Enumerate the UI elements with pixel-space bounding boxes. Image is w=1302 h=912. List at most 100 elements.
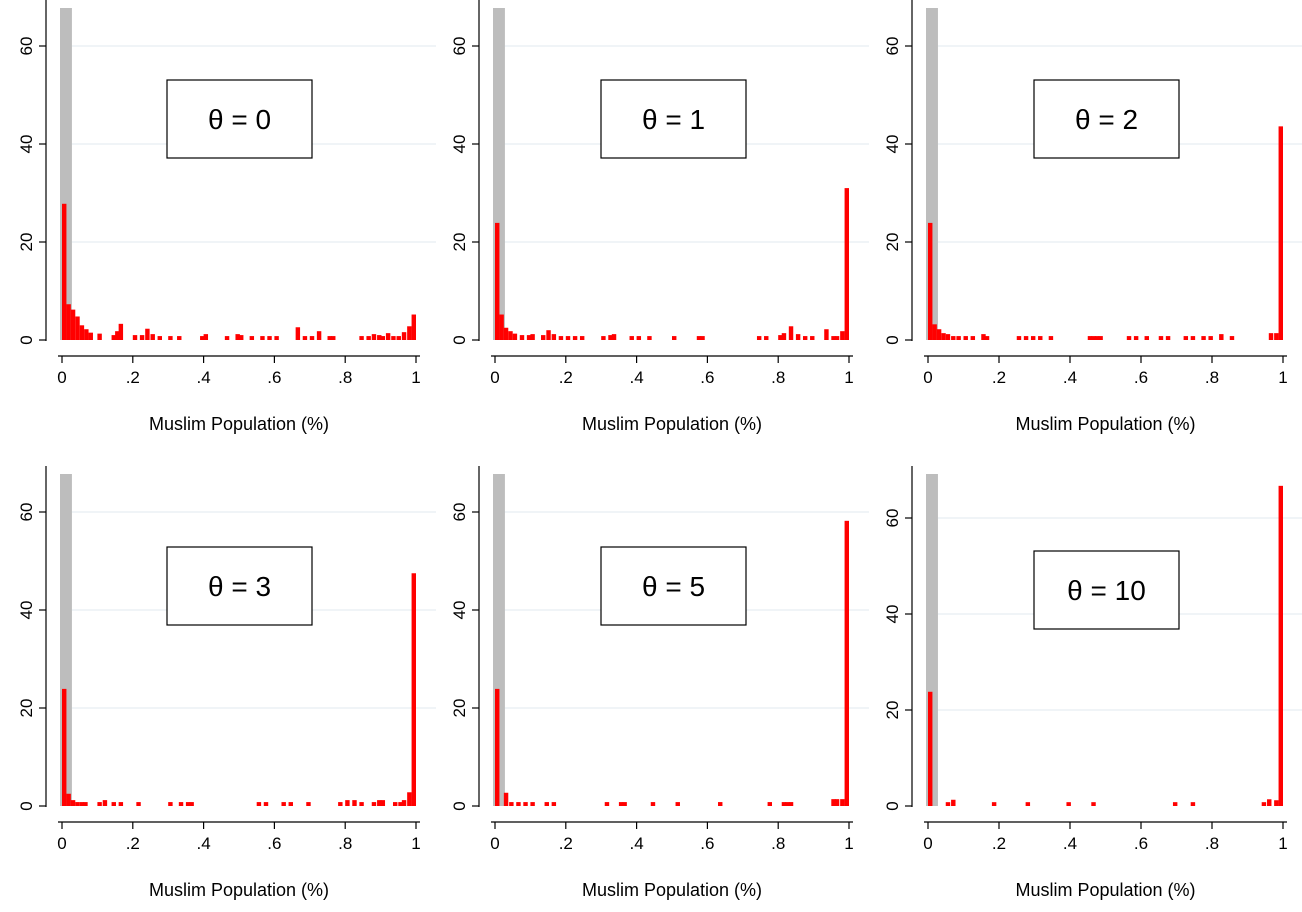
bar bbox=[1016, 336, 1022, 340]
bar bbox=[189, 802, 194, 806]
bar bbox=[945, 802, 951, 806]
bar bbox=[235, 334, 240, 340]
x-tick-label: .4 bbox=[1063, 834, 1077, 853]
bar bbox=[516, 802, 521, 806]
bar bbox=[928, 222, 933, 340]
bar bbox=[111, 802, 116, 806]
bar bbox=[495, 688, 500, 806]
bar bbox=[391, 336, 396, 340]
x-axis-label: Muslim Population (%) bbox=[1015, 414, 1195, 434]
bar bbox=[781, 802, 787, 806]
x-tick-label: .6 bbox=[267, 368, 281, 387]
bar bbox=[1023, 336, 1029, 340]
bar bbox=[526, 335, 532, 340]
bar bbox=[62, 203, 67, 340]
y-tick-label: 20 bbox=[17, 233, 36, 252]
bar bbox=[345, 800, 350, 806]
bar bbox=[371, 802, 377, 806]
bar bbox=[224, 336, 230, 340]
x-axis-label: Muslim Population (%) bbox=[582, 414, 762, 434]
highlight-band bbox=[926, 474, 938, 806]
bar bbox=[718, 802, 723, 806]
bar bbox=[338, 802, 343, 806]
annotation-label: θ = 2 bbox=[1075, 104, 1138, 135]
bar bbox=[84, 329, 89, 340]
bar bbox=[941, 333, 946, 340]
x-tick-label: 1 bbox=[844, 834, 853, 853]
y-tick-label: 60 bbox=[17, 503, 36, 522]
bar bbox=[840, 331, 845, 340]
y-tick-label: 40 bbox=[450, 135, 469, 154]
bar bbox=[650, 802, 656, 806]
bar bbox=[824, 329, 829, 340]
bar bbox=[83, 802, 88, 806]
bar bbox=[604, 802, 610, 806]
bar bbox=[611, 334, 617, 340]
bar bbox=[178, 802, 184, 806]
bar bbox=[1201, 336, 1206, 340]
bar bbox=[970, 336, 976, 340]
bar bbox=[75, 802, 80, 806]
bar bbox=[1025, 802, 1031, 806]
annotation-box bbox=[600, 79, 747, 159]
x-tick-label: .4 bbox=[630, 834, 644, 853]
bar bbox=[66, 304, 71, 340]
bar bbox=[398, 802, 403, 806]
bar bbox=[70, 800, 76, 806]
bar bbox=[544, 802, 549, 806]
x-tick-label: 1 bbox=[1278, 368, 1287, 387]
bar bbox=[622, 802, 627, 806]
bar bbox=[795, 334, 801, 340]
bar bbox=[102, 800, 108, 806]
y-tick-label: 40 bbox=[883, 605, 902, 624]
bar bbox=[629, 336, 634, 340]
bar bbox=[111, 335, 116, 340]
bar bbox=[675, 802, 680, 806]
x-tick-label: 1 bbox=[1278, 834, 1287, 853]
x-tick-label: .2 bbox=[992, 368, 1006, 387]
bar bbox=[508, 331, 513, 340]
x-tick-label: .2 bbox=[559, 834, 573, 853]
x-tick-label: .4 bbox=[197, 368, 211, 387]
bar bbox=[385, 333, 391, 340]
bar bbox=[932, 324, 937, 340]
x-tick-label: .4 bbox=[1063, 368, 1077, 387]
bar bbox=[579, 336, 585, 340]
y-tick-label: 60 bbox=[883, 37, 902, 56]
y-tick-label: 20 bbox=[883, 233, 902, 252]
annotation-label: θ = 3 bbox=[208, 571, 271, 602]
bar bbox=[951, 336, 956, 340]
bar bbox=[1267, 799, 1272, 806]
y-tick-label: 40 bbox=[450, 601, 469, 620]
bar bbox=[778, 335, 783, 340]
bar bbox=[1268, 333, 1274, 340]
bar bbox=[618, 802, 624, 806]
bar bbox=[558, 336, 564, 340]
bar bbox=[168, 802, 173, 806]
bar bbox=[136, 802, 141, 806]
bar bbox=[401, 332, 407, 340]
bar bbox=[963, 336, 968, 340]
highlight-band bbox=[493, 474, 505, 806]
bar bbox=[1091, 802, 1096, 806]
x-tick-label: .8 bbox=[1205, 368, 1219, 387]
bar bbox=[788, 326, 794, 340]
bar bbox=[371, 334, 377, 340]
bar bbox=[1094, 336, 1100, 340]
bar bbox=[984, 336, 990, 340]
x-tick-label: .6 bbox=[700, 834, 714, 853]
bar bbox=[75, 316, 80, 340]
bar bbox=[551, 802, 557, 806]
bar bbox=[810, 336, 815, 340]
x-tick-label: 0 bbox=[490, 368, 499, 387]
panel-0: 0 20 40 60 0 .2 .4 .6 .8 1 Muslim Population (%) θ … bbox=[17, 0, 436, 434]
annotation-box bbox=[1033, 550, 1180, 630]
bar bbox=[1133, 336, 1139, 340]
bar bbox=[200, 336, 205, 340]
bar bbox=[407, 792, 412, 806]
bar bbox=[352, 800, 357, 806]
bar bbox=[981, 334, 986, 340]
bar bbox=[541, 335, 546, 340]
bar bbox=[331, 336, 336, 340]
